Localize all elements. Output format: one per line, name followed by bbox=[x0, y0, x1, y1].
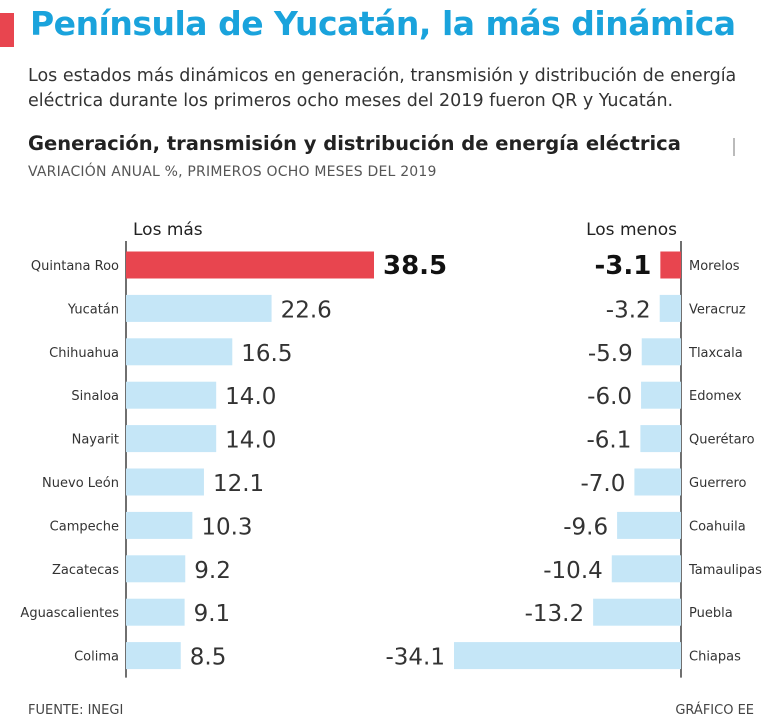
source-note: FUENTE: INEGI bbox=[28, 703, 124, 718]
bar-right bbox=[640, 425, 681, 453]
value-label-right: -3.2 bbox=[606, 297, 651, 323]
page-subtitle: Los estados más dinámicos en generación,… bbox=[28, 66, 737, 111]
value-label-left: 9.1 bbox=[194, 601, 231, 627]
value-label-left: 12.1 bbox=[213, 471, 264, 497]
value-label-left: 16.5 bbox=[241, 341, 292, 367]
value-label-left: 22.6 bbox=[281, 297, 332, 323]
bar-right bbox=[617, 511, 681, 539]
bar-right bbox=[660, 251, 681, 279]
category-label-left: Chihuahua bbox=[49, 346, 119, 361]
bar-left bbox=[126, 598, 185, 626]
right-panel-heading: Los menos bbox=[586, 220, 677, 240]
value-label-right: -7.0 bbox=[581, 471, 626, 497]
bar-left bbox=[126, 642, 181, 670]
bar-right bbox=[454, 642, 681, 670]
category-label-right: Chiapas bbox=[689, 650, 741, 665]
bar-left bbox=[126, 425, 217, 453]
category-label-right: Veracruz bbox=[689, 302, 746, 317]
category-label-left: Nuevo León bbox=[42, 476, 119, 491]
bar-right bbox=[641, 381, 681, 409]
value-label-left: 10.3 bbox=[201, 514, 252, 540]
left-panel-heading: Los más bbox=[133, 220, 203, 240]
category-label-right: Coahuila bbox=[689, 519, 746, 534]
value-label-right: -10.4 bbox=[543, 558, 603, 584]
bar-left bbox=[126, 381, 217, 409]
value-label-right: -13.2 bbox=[525, 601, 585, 627]
chart-subtitle: VARIACIÓN ANUAL %, PRIMEROS OCHO MESES D… bbox=[28, 164, 437, 180]
bar-right bbox=[641, 338, 681, 366]
category-label-right: Guerrero bbox=[689, 476, 747, 491]
value-label-right: -6.1 bbox=[587, 428, 632, 454]
bar-left bbox=[126, 555, 186, 583]
title-accent-bar bbox=[0, 13, 14, 47]
category-label-left: Zacatecas bbox=[52, 563, 119, 578]
category-label-right: Tlaxcala bbox=[688, 346, 743, 361]
bar-right bbox=[634, 468, 681, 496]
value-label-right: -6.0 bbox=[587, 384, 632, 410]
bar-left bbox=[126, 251, 374, 279]
category-label-left: Sinaloa bbox=[71, 389, 119, 404]
bar-left bbox=[126, 468, 204, 496]
bar-chart: Los más Los menos Quintana Roo 38.5 Yucatán 2… bbox=[20, 220, 762, 678]
bar-right bbox=[659, 294, 681, 322]
value-label-right: -34.1 bbox=[385, 645, 445, 671]
category-label-left: Nayarit bbox=[72, 433, 119, 448]
value-label-left: 14.0 bbox=[225, 428, 276, 454]
page-title: Península de Yucatán, la más dinámica bbox=[30, 4, 736, 43]
credit-note: GRÁFICO EE bbox=[675, 703, 754, 718]
category-label-right: Querétaro bbox=[689, 433, 755, 448]
value-label-right: -9.6 bbox=[563, 514, 608, 540]
bar-left bbox=[126, 294, 272, 322]
category-label-right: Puebla bbox=[689, 606, 733, 621]
category-label-left: Campeche bbox=[50, 519, 119, 534]
bar-left bbox=[126, 511, 193, 539]
category-label-left: Colima bbox=[74, 650, 119, 665]
category-label-left: Quintana Roo bbox=[31, 259, 119, 274]
value-label-right: -5.9 bbox=[588, 341, 633, 367]
value-label-right: -3.1 bbox=[595, 251, 652, 281]
category-label-right: Morelos bbox=[689, 259, 740, 274]
category-label-left: Yucatán bbox=[67, 302, 119, 317]
chart-title: Generación, transmisión y distribución d… bbox=[28, 132, 681, 155]
bar-left bbox=[126, 338, 233, 366]
value-label-left: 38.5 bbox=[383, 251, 447, 281]
bar-right bbox=[611, 555, 681, 583]
bar-right bbox=[593, 598, 681, 626]
category-label-right: Tamaulipas bbox=[688, 563, 762, 578]
value-label-left: 8.5 bbox=[190, 645, 227, 671]
category-label-right: Edomex bbox=[689, 389, 742, 404]
value-label-left: 9.2 bbox=[194, 558, 231, 584]
value-label-left: 14.0 bbox=[225, 384, 276, 410]
category-label-left: Aguascalientes bbox=[20, 606, 119, 621]
chart-title-divider bbox=[733, 138, 735, 156]
